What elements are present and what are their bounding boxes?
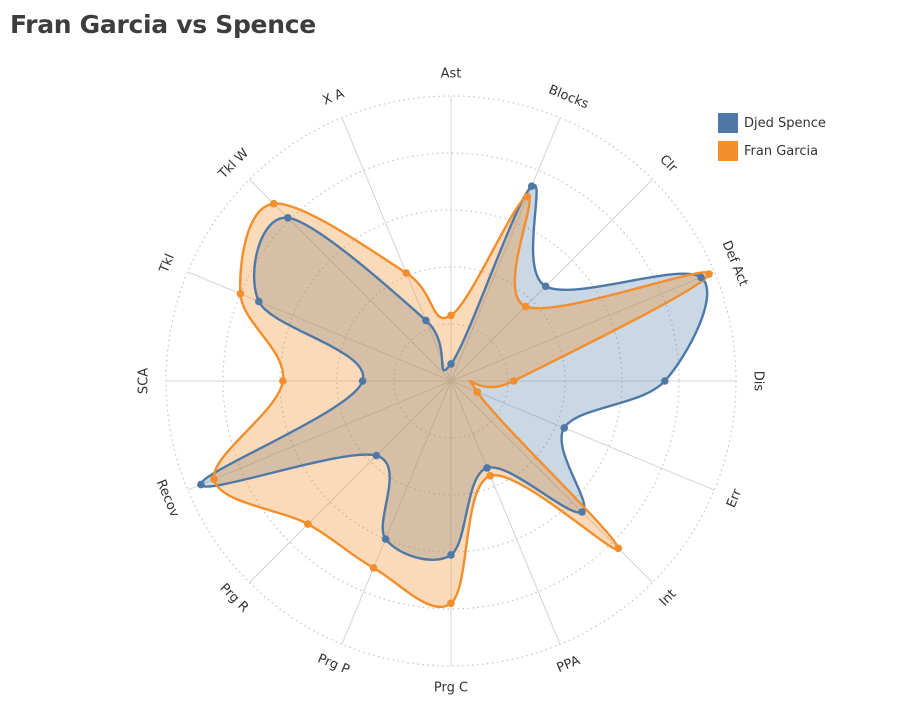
data-point[interactable] — [521, 302, 530, 311]
data-point[interactable] — [509, 377, 518, 385]
data-point[interactable] — [560, 424, 568, 432]
axis-label: Ast — [441, 67, 462, 82]
axis-spoke — [450, 179, 653, 382]
data-point[interactable] — [197, 480, 205, 489]
legend-swatch — [718, 113, 738, 133]
axis-label: Prg C — [434, 681, 468, 696]
data-point[interactable] — [697, 273, 705, 282]
legend-label: Djed Spence — [744, 115, 826, 131]
radar-series — [197, 182, 713, 609]
data-point[interactable] — [578, 508, 586, 516]
data-point[interactable] — [705, 270, 713, 278]
axis-spoke — [450, 271, 715, 382]
axis-spoke — [341, 380, 452, 645]
axis-spoke — [450, 380, 715, 491]
axis-label: Def Act — [719, 239, 751, 289]
series-area-0 — [200, 185, 708, 560]
axis-spoke — [450, 117, 561, 382]
axis-label: Clr — [656, 152, 680, 176]
data-point[interactable] — [236, 289, 245, 298]
axis-spoke — [249, 380, 452, 583]
data-point[interactable] — [422, 316, 430, 325]
data-point[interactable] — [284, 214, 292, 222]
axis-spoke — [187, 271, 452, 382]
series-line-1[interactable] — [212, 195, 711, 609]
data-point[interactable] — [523, 192, 532, 201]
data-point[interactable] — [381, 535, 390, 543]
legend: Djed Spence Fran Garcia — [718, 113, 826, 169]
data-point[interactable] — [447, 599, 455, 608]
axis-label: SCA — [137, 368, 152, 394]
data-point[interactable] — [358, 377, 367, 385]
axis-spoke — [341, 117, 452, 382]
data-point[interactable] — [279, 377, 287, 385]
data-point[interactable] — [486, 472, 495, 480]
axis-label: Prg P — [315, 651, 351, 678]
axis-label: Tkl W — [215, 146, 252, 183]
data-point[interactable] — [372, 451, 381, 460]
axis-spoke — [187, 380, 452, 491]
data-point[interactable] — [614, 544, 623, 553]
data-point[interactable] — [473, 388, 482, 396]
page-title: Fran Garcia vs Spence — [10, 10, 316, 39]
axis-label: Recov — [153, 477, 182, 519]
axis-label: Dis — [751, 371, 766, 392]
axis-label: X A — [320, 86, 346, 108]
data-point[interactable] — [210, 475, 218, 484]
data-point[interactable] — [541, 282, 550, 291]
axis-label: Err — [724, 486, 745, 510]
axis-label: PPA — [555, 653, 583, 676]
axis-spoke — [249, 179, 452, 382]
series-area-1 — [213, 196, 710, 607]
axis-label: Blocks — [546, 82, 591, 112]
data-point[interactable] — [254, 297, 263, 306]
data-point[interactable] — [483, 464, 491, 472]
data-point[interactable] — [447, 311, 455, 320]
data-point[interactable] — [447, 360, 455, 368]
axis-label: Tkl — [156, 252, 178, 276]
axis-label: Prg R — [217, 581, 252, 616]
data-point[interactable] — [369, 564, 378, 572]
data-point[interactable] — [402, 269, 411, 277]
data-point[interactable] — [527, 182, 536, 190]
legend-swatch — [718, 141, 738, 161]
data-point[interactable] — [269, 199, 278, 208]
radar-axes — [166, 96, 736, 666]
legend-item-fran-garcia[interactable]: Fran Garcia — [718, 141, 826, 161]
legend-item-djed-spence[interactable]: Djed Spence — [718, 113, 826, 133]
legend-label: Fran Garcia — [744, 143, 819, 159]
data-point[interactable] — [447, 551, 455, 559]
axis-spoke — [450, 380, 561, 645]
data-point[interactable] — [661, 377, 669, 385]
axis-label: Int — [657, 587, 680, 610]
data-point[interactable] — [304, 520, 312, 528]
